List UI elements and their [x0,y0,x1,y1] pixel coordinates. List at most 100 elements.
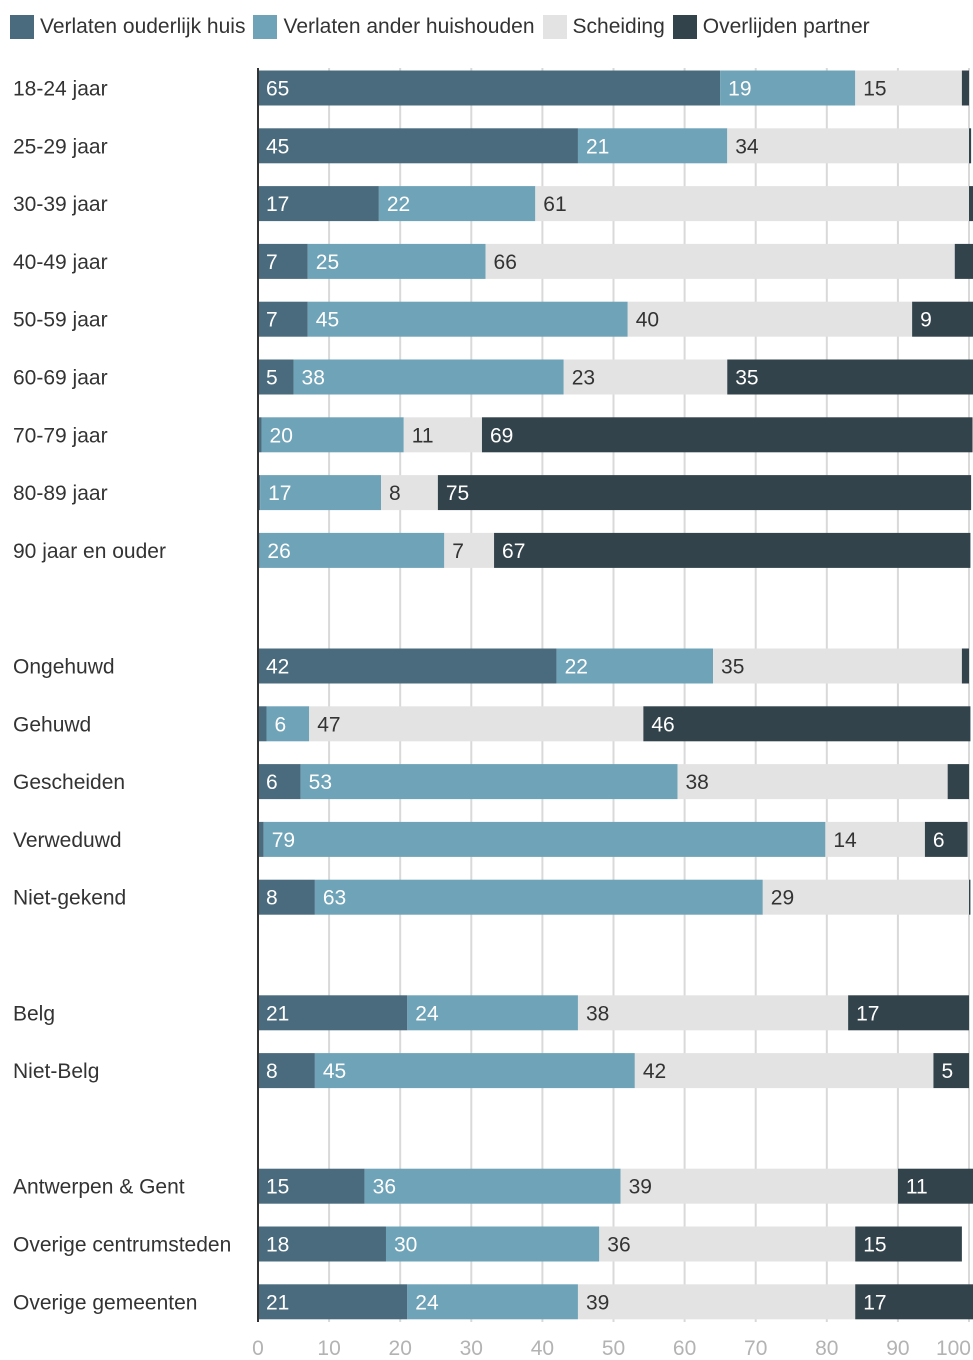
category-label: Gehuwd [13,713,91,736]
x-tick-label: 100 [936,1337,971,1360]
x-tick-label: 0 [252,1337,264,1360]
bar-verlaten-ander-huishouden-gehuwd [266,706,310,742]
x-tick-label: 90 [886,1337,909,1360]
x-tick-label: 70 [744,1337,767,1360]
category-label: Niet-gekend [13,887,126,910]
category-label: Overige centrumsteden [13,1234,231,1257]
chart-legend: Verlaten ouderlijk huis Verlaten ander hu… [10,14,878,40]
bar-verlaten-ouderlijk-huis-niet-belg [258,1053,315,1089]
data-label: 45 [266,135,289,158]
data-label: 53 [309,771,332,794]
data-label: 75 [446,482,469,505]
legend-swatch [10,15,34,39]
bar-scheiding-antwerpen-gent [620,1168,898,1204]
data-label: 5 [266,367,278,390]
bar-verlaten-ander-huishouden-overige-centrumsteden [385,1226,600,1262]
data-label: 29 [771,887,794,910]
data-label: 23 [572,367,595,390]
data-label: 40 [636,309,659,332]
bar-scheiding-ongehuwd [713,648,962,684]
bar-overlijden-partner-70-79-jaar [481,417,973,453]
data-label: 7 [452,540,464,563]
data-label: 15 [863,1234,886,1257]
bar-verlaten-ander-huishouden-belg [407,995,578,1031]
x-tick-label: 50 [602,1337,625,1360]
bar-scheiding-overige-gemeenten [577,1284,856,1320]
bar-verlaten-ander-huishouden-gescheiden [300,764,678,800]
bar-overlijden-partner-gescheiden [947,764,969,800]
data-label: 6 [933,829,945,852]
x-tick-label: 30 [460,1337,483,1360]
bar-scheiding-60-69-jaar [563,359,728,395]
data-label: 19 [728,78,751,101]
bar-scheiding-overige-centrumsteden [599,1226,856,1262]
data-label: 24 [415,1291,439,1314]
x-tick-label: 20 [389,1337,412,1360]
category-label: 50-59 jaar [13,309,108,332]
bar-verlaten-ouderlijk-huis-overige-centrumsteden [258,1226,386,1262]
bar-verlaten-ander-huishouden-70-79-jaar [261,417,404,453]
data-label: 26 [267,540,290,563]
category-label: Verweduwd [13,829,122,852]
category-label: Gescheiden [13,771,125,794]
bar-verlaten-ouderlijk-huis-overige-gemeenten [258,1284,408,1320]
legend-label: Scheiding [572,15,665,38]
bar-overlijden-partner-overige-centrumsteden [855,1226,962,1262]
data-label: 17 [863,1291,886,1314]
data-label: 39 [586,1291,609,1314]
bar-verlaten-ander-huishouden-40-49-jaar [307,243,486,279]
data-label: 17 [268,482,291,505]
bar-verlaten-ander-huishouden-30-39-jaar [378,186,536,222]
data-label: 35 [721,656,744,679]
legend-item-scheiding: Scheiding [542,15,665,39]
bar-scheiding-50-59-jaar [627,301,913,337]
data-label: 11 [906,1176,928,1199]
bar-overlijden-partner-antwerpen-gent [897,1168,973,1204]
bar-verlaten-ouderlijk-huis-niet-gekend [258,879,315,915]
data-label: 46 [651,713,674,736]
data-label: 79 [272,829,295,852]
bars [258,70,973,1320]
bar-overlijden-partner-30-39-jaar [969,186,973,222]
bar-scheiding-gescheiden [677,764,948,800]
bar-scheiding-25-29-jaar [727,128,969,164]
data-label: 6 [275,713,287,736]
bar-overlijden-partner-ongehuwd [961,648,969,684]
x-tick-label: 80 [815,1337,838,1360]
data-label: 69 [490,424,513,447]
bar-verlaten-ander-huishouden-80-89-jaar [260,475,382,511]
category-label: 60-69 jaar [13,367,108,390]
bar-overlijden-partner-18-24-jaar [961,70,969,106]
data-label: 15 [266,1176,289,1199]
data-label: 67 [502,540,525,563]
bar-overlijden-partner-gehuwd [643,706,971,742]
bar-scheiding-niet-gekend [762,879,969,915]
bar-overlijden-partner-verweduwd [924,821,968,857]
bar-verlaten-ander-huishouden-60-69-jaar [293,359,564,395]
data-label: 5 [941,1060,953,1083]
legend-swatch [253,15,278,39]
bar-verlaten-ouderlijk-huis-60-69-jaar [258,359,294,395]
bar-overlijden-partner-overige-gemeenten [855,1284,973,1320]
category-label: 90 jaar en ouder [13,540,166,563]
data-label: 45 [323,1060,346,1083]
category-label: Niet-Belg [13,1060,99,1083]
legend-swatch [542,15,567,39]
bar-verlaten-ouderlijk-huis-ongehuwd [258,648,557,684]
bar-verlaten-ander-huishouden-verweduwd [263,821,826,857]
data-label: 9 [920,309,932,332]
legend-item-verlaten-ander-huishouden: Verlaten ander huishouden [253,15,535,39]
data-label: 17 [266,193,289,216]
legend-label: Overlijden partner [702,15,870,38]
category-label: 40-49 jaar [13,251,108,274]
bar-verlaten-ouderlijk-huis-18-24-jaar [258,70,721,106]
legend-swatch [672,15,697,39]
data-label: 30 [394,1234,417,1257]
bar-verlaten-ander-huishouden-ongehuwd [556,648,714,684]
bar-overlijden-partner-belg [848,995,969,1031]
category-label: 80-89 jaar [13,482,108,505]
bar-overlijden-partner-40-49-jaar [954,243,973,279]
x-tick-label: 40 [531,1337,554,1360]
